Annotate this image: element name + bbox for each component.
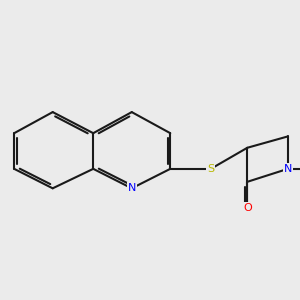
Text: O: O [243,203,252,213]
Text: N: N [128,183,136,193]
Text: S: S [207,164,214,174]
Text: N: N [284,164,292,174]
